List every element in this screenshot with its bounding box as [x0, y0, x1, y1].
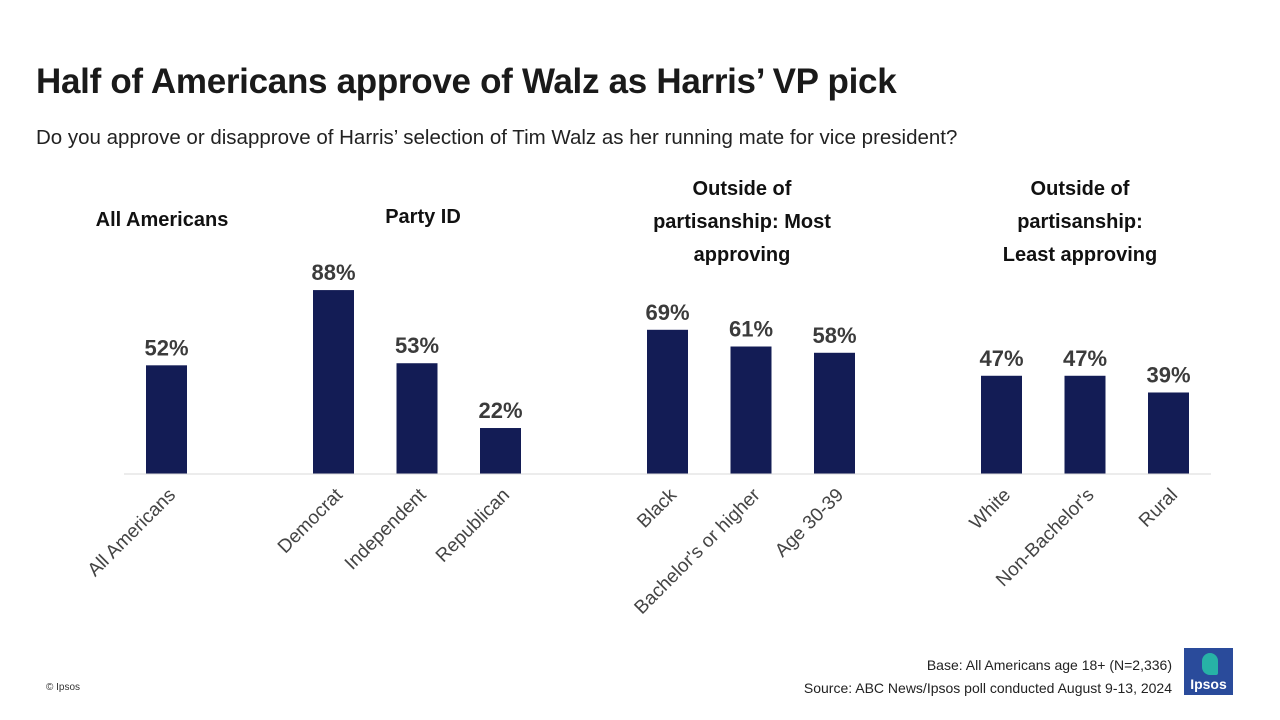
category-label: Black: [633, 484, 681, 532]
data-label: 58%: [812, 323, 856, 348]
data-label: 61%: [729, 317, 773, 342]
bar: [396, 363, 438, 474]
source-note: Source: ABC News/Ipsos poll conducted Au…: [803, 680, 1172, 696]
data-label: 88%: [311, 260, 355, 285]
ipsos-logo: Ipsos: [1184, 648, 1233, 695]
bars-layer: All Americans 52% All Americans Party ID 88%…: [84, 178, 1191, 619]
category-label: Republican: [432, 485, 514, 567]
category-label: Rural: [1135, 485, 1182, 532]
category-label: Democrat: [274, 484, 348, 558]
group-label: Outside of: [1031, 178, 1130, 200]
group-label: approving: [694, 244, 791, 266]
base-note: Base: All Americans age 18+ (N=2,336): [926, 657, 1172, 673]
group-label: partisanship: Most: [653, 211, 831, 233]
data-label: 52%: [144, 335, 188, 360]
copyright-text: © Ipsos: [46, 682, 81, 693]
bar: [1064, 375, 1106, 474]
page-title: Half of Americans approve of Walz as Har…: [36, 62, 897, 101]
logo-mark-icon: [1202, 653, 1218, 675]
group-label: All Americans: [96, 209, 229, 231]
group-label: Outside of: [693, 178, 792, 200]
bar: [730, 346, 772, 474]
bar: [647, 329, 688, 474]
logo-text: Ipsos: [1190, 676, 1227, 692]
bar: [981, 375, 1022, 474]
data-label: 53%: [395, 333, 439, 358]
bar: [1148, 392, 1189, 474]
group-label: Party ID: [385, 206, 461, 228]
data-label: 39%: [1146, 362, 1190, 387]
bar: [146, 365, 187, 474]
data-label: 47%: [1063, 346, 1107, 371]
bar: [480, 428, 521, 474]
data-label: 69%: [645, 300, 689, 325]
category-label: Independent: [341, 484, 431, 574]
group-label: Least approving: [1003, 244, 1157, 266]
bar: [313, 290, 354, 474]
category-label: Age 30-39: [771, 485, 848, 562]
group-label: partisanship:: [1017, 211, 1143, 233]
category-label: White: [966, 485, 1015, 534]
bar: [814, 352, 855, 474]
page-subtitle: Do you approve or disapprove of Harris’ …: [36, 126, 958, 149]
data-label: 22%: [478, 398, 522, 423]
data-label: 47%: [979, 346, 1023, 371]
category-label: All Americans: [84, 485, 180, 581]
